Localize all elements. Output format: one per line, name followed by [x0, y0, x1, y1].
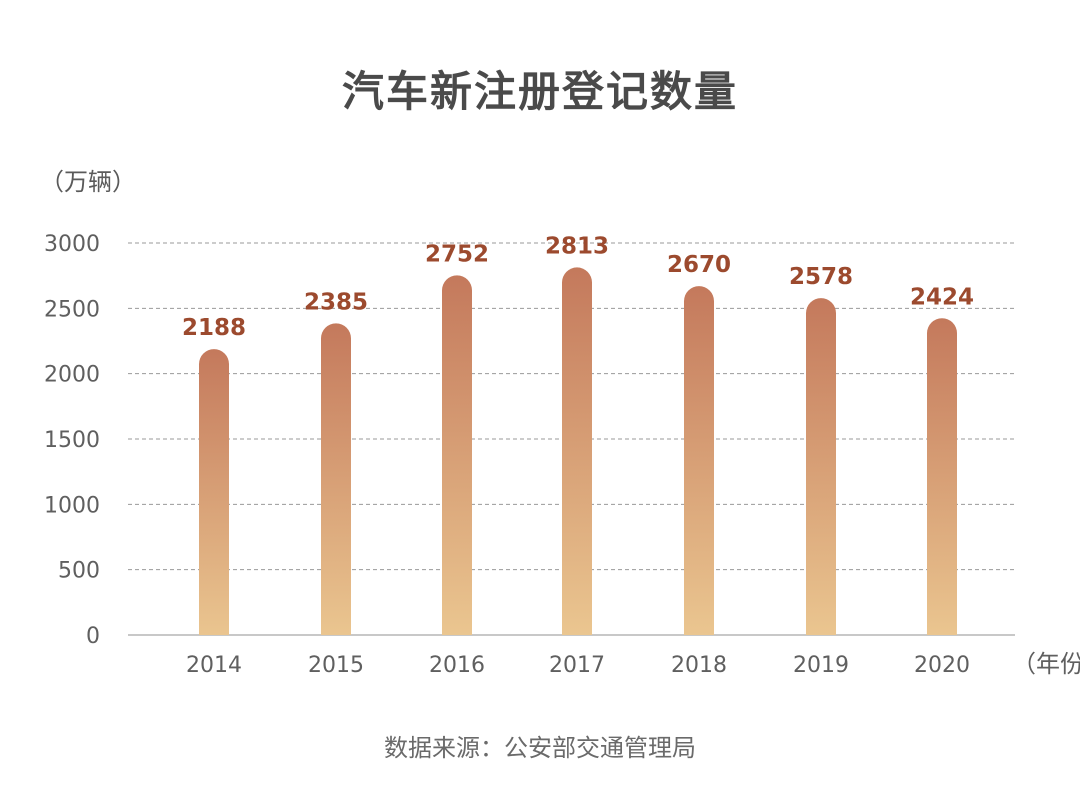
bar-2014 — [199, 349, 229, 635]
chart-title: 汽车新注册登记数量 — [341, 67, 738, 116]
bar-2017 — [562, 267, 592, 635]
x-axis-label: （年份） — [1012, 650, 1080, 678]
bars — [199, 267, 957, 635]
y-axis-unit-label: （万辆） — [40, 168, 136, 196]
y-tick-label: 1500 — [44, 428, 100, 453]
y-tick-label: 500 — [58, 559, 100, 584]
value-label-2020: 2424 — [910, 284, 974, 310]
value-label-2015: 2385 — [304, 289, 368, 315]
x-tick-label-2017: 2017 — [549, 653, 605, 678]
y-tick-label: 2000 — [44, 363, 100, 388]
value-label-2017: 2813 — [545, 233, 609, 259]
value-label-2018: 2670 — [667, 252, 731, 278]
bar-2016 — [442, 275, 472, 635]
y-tick-label: 2500 — [44, 297, 100, 322]
y-tick-label: 3000 — [44, 232, 100, 257]
source-note: 数据来源：公安部交通管理局 — [384, 734, 696, 762]
y-tick-label: 1000 — [44, 493, 100, 518]
x-tick-label-2016: 2016 — [429, 653, 485, 678]
x-tick-label-2020: 2020 — [914, 653, 970, 678]
x-axis-ticks: 2014 2015 2016 2017 2018 2019 2020 — [186, 653, 970, 678]
value-labels: 2188 2385 2752 2813 2670 2578 2424 — [182, 233, 974, 341]
value-label-2014: 2188 — [182, 315, 246, 341]
x-tick-label-2015: 2015 — [308, 653, 364, 678]
value-label-2016: 2752 — [425, 241, 489, 267]
x-tick-label-2019: 2019 — [793, 653, 849, 678]
bar-2020 — [927, 318, 957, 635]
bar-2019 — [806, 298, 836, 635]
bar-2015 — [321, 323, 351, 635]
y-axis-ticks: 0 500 1000 1500 2000 2500 3000 — [44, 232, 100, 649]
y-tick-label: 0 — [86, 624, 100, 649]
x-tick-label-2014: 2014 — [186, 653, 242, 678]
value-label-2019: 2578 — [789, 264, 853, 290]
x-tick-label-2018: 2018 — [671, 653, 727, 678]
bar-2018 — [684, 286, 714, 635]
